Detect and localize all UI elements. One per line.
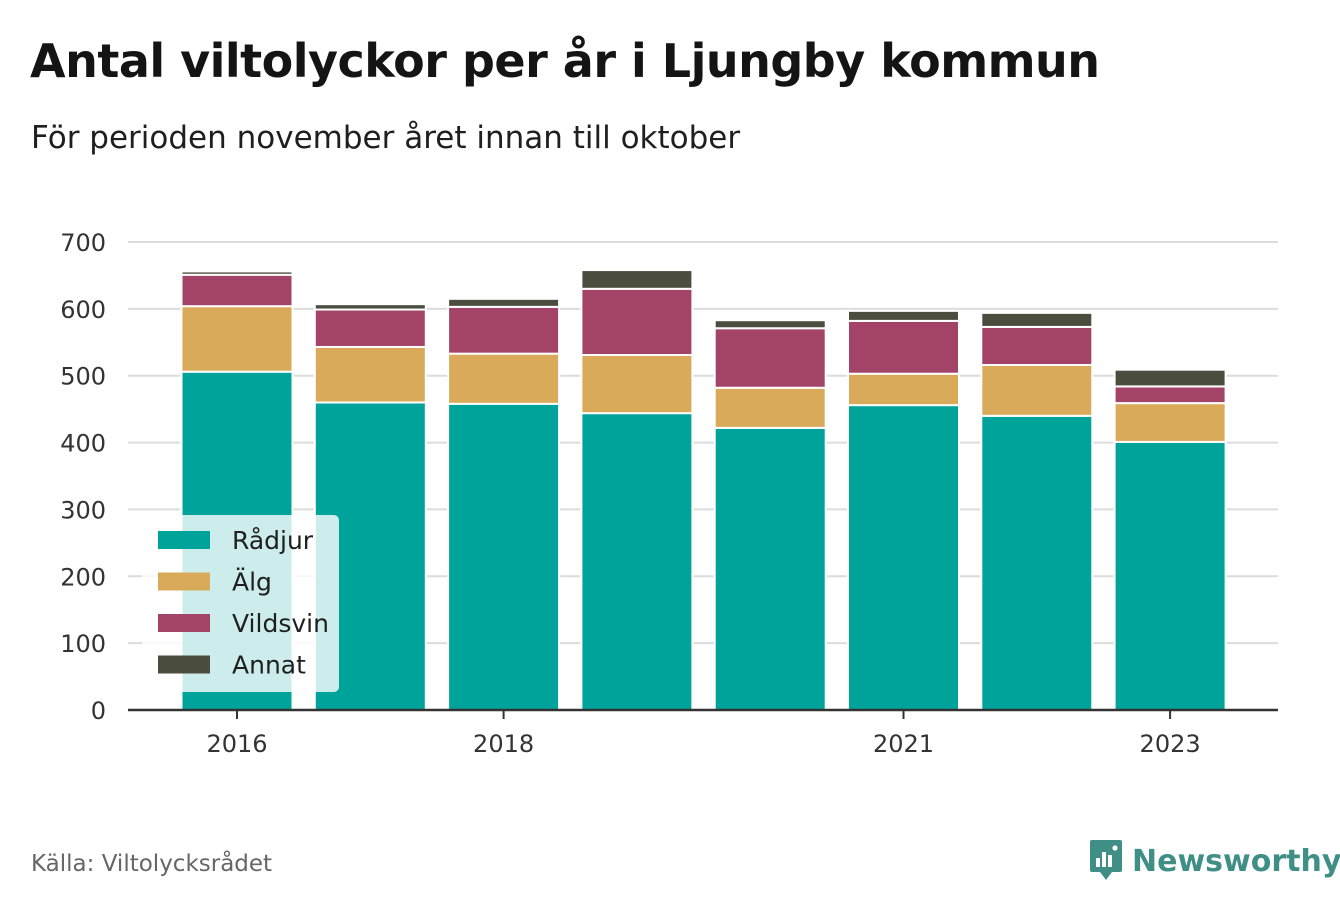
chart-subtitle: För perioden november året innan till ok…	[31, 120, 741, 156]
x-tick-label: 2018	[473, 730, 534, 758]
source-note: Källa: Viltolycksrådet	[31, 851, 273, 877]
y-tick-label: 300	[60, 496, 106, 524]
bar-segment	[180, 305, 294, 373]
legend-swatch	[158, 614, 210, 632]
x-tick-label: 2016	[206, 730, 267, 758]
y-tick-label: 0	[91, 697, 106, 725]
bar-segment	[580, 412, 694, 711]
bar-segment	[847, 404, 960, 711]
legend-box	[142, 515, 339, 692]
legend-label: Älg	[232, 568, 272, 597]
x-tick-label: 2023	[1140, 730, 1201, 758]
bar-segment	[1113, 385, 1227, 405]
y-tick-label: 700	[60, 229, 106, 257]
bar-segment	[447, 402, 561, 711]
chart-title: Antal viltolyckor per år i Ljungby kommu…	[30, 34, 1100, 88]
bar-segment	[447, 352, 561, 405]
bar-segment	[1113, 440, 1227, 711]
bar-segment	[1113, 402, 1227, 443]
bar-segment	[980, 311, 1094, 328]
bar-segment	[313, 308, 427, 348]
bar-segment	[580, 287, 694, 356]
y-tick-label: 200	[60, 563, 106, 591]
bar-segment	[713, 426, 827, 711]
bar-segment	[180, 273, 294, 308]
legend-swatch	[158, 531, 210, 549]
newsworthy-logo-icon	[1090, 840, 1122, 880]
bar-segment	[980, 364, 1094, 417]
bar-segment	[313, 303, 427, 311]
bar-segment	[313, 345, 427, 404]
bar-segment	[713, 327, 827, 389]
y-tick-label: 400	[60, 430, 106, 458]
bar-segment	[847, 319, 960, 375]
bar-segment	[180, 270, 294, 276]
legend-label: Rådjur	[232, 526, 314, 555]
brand-name: Newsworthy	[1132, 843, 1340, 879]
bar-segment	[580, 353, 694, 415]
x-tick-label: 2021	[873, 730, 934, 758]
legend-label: Vildsvin	[232, 609, 329, 638]
bar-segment	[447, 305, 561, 355]
bar-segment	[847, 372, 960, 407]
bar-segment	[713, 319, 827, 330]
y-tick-label: 600	[60, 296, 106, 324]
legend-swatch	[158, 655, 210, 674]
bar-segment	[447, 297, 561, 308]
bar-segment	[980, 414, 1094, 711]
y-tick-label: 100	[60, 630, 106, 658]
legend-swatch	[158, 572, 210, 591]
brand-logo: Newsworthy	[1088, 838, 1340, 884]
bar-segment	[980, 325, 1094, 367]
legend-label: Annat	[232, 651, 306, 680]
bar-segment	[713, 386, 827, 429]
bar-segment	[847, 309, 960, 322]
bar-segment	[580, 269, 694, 290]
y-tick-label: 500	[60, 363, 106, 391]
bar-segment	[1113, 368, 1227, 388]
